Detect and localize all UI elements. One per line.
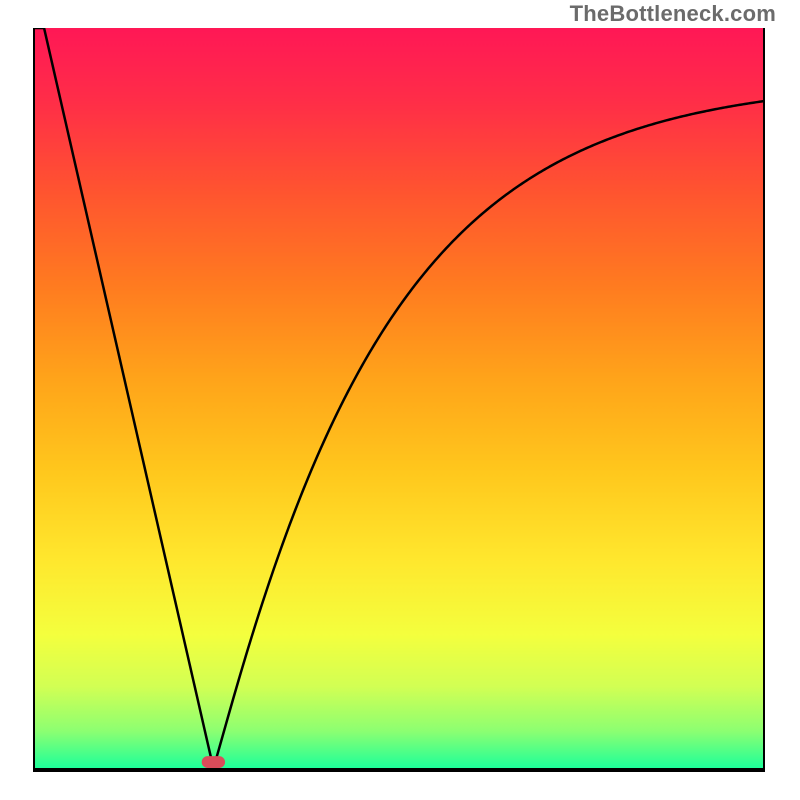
curve-overlay xyxy=(35,28,763,768)
y-axis-left xyxy=(33,28,35,768)
sweet-spot-marker xyxy=(202,756,225,768)
watermark-text: TheBottleneck.com xyxy=(570,0,776,28)
x-axis-bottom xyxy=(33,768,765,772)
plot-area xyxy=(35,28,763,768)
y-axis-right xyxy=(763,28,765,768)
bottleneck-curve xyxy=(35,28,763,768)
chart-root: TheBottleneck.com xyxy=(0,0,800,800)
